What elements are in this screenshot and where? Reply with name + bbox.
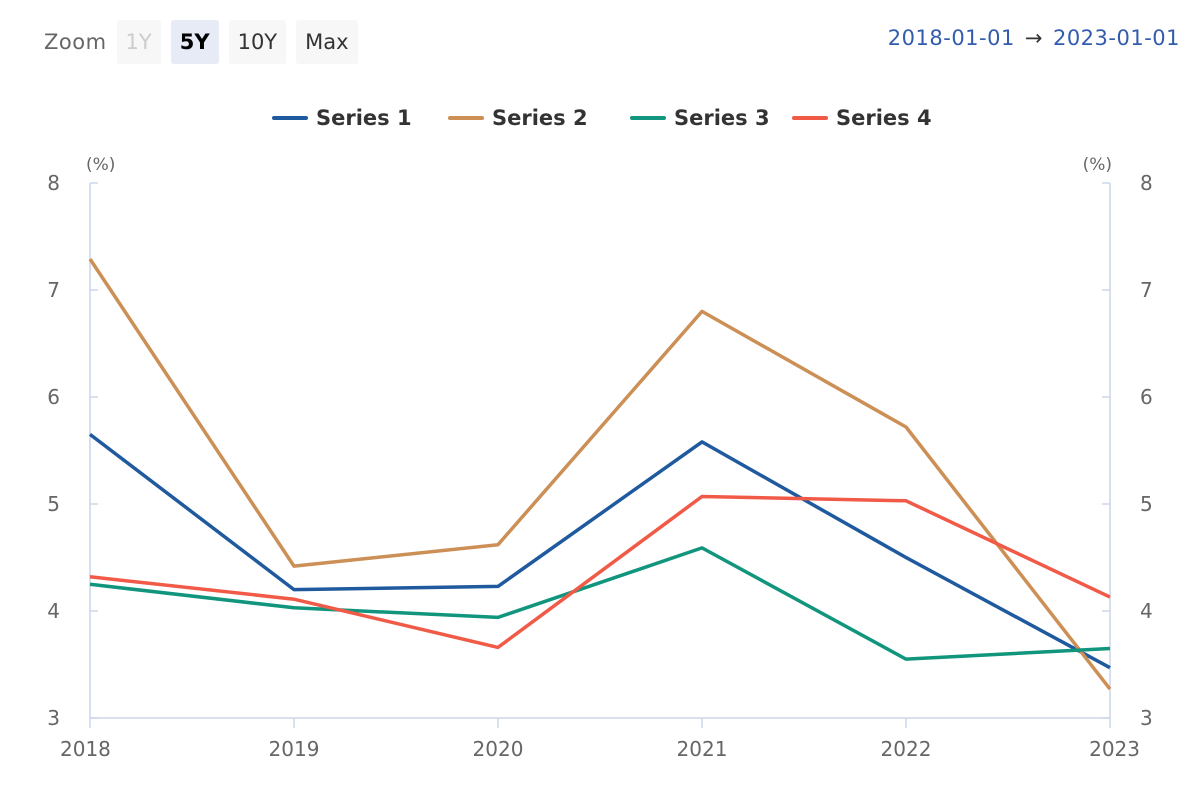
zoom-toolbar: Zoom 1Y 5Y 10Y Max — [44, 20, 358, 64]
zoom-max-button[interactable]: Max — [296, 20, 358, 64]
x-tick-label: 2020 — [473, 737, 524, 761]
y-tick-label-left: 7 — [47, 278, 60, 302]
y-tick-label-right: 3 — [1140, 706, 1153, 730]
y-tick-label-right: 5 — [1140, 492, 1153, 516]
y-tick-label-right: 6 — [1140, 385, 1153, 409]
series-line-1 — [88, 433, 1111, 670]
x-tick-label: 2022 — [881, 737, 932, 761]
series-line-3 — [89, 546, 1111, 661]
range-arrow: → — [1024, 26, 1043, 50]
legend-label: Series 1 — [316, 106, 412, 130]
y-tick-label-right: 7 — [1140, 278, 1153, 302]
y-tick-label-left: 8 — [47, 171, 60, 195]
x-tick-label: 2019 — [269, 737, 320, 761]
zoom-10y-button[interactable]: 10Y — [228, 20, 287, 64]
y-unit-left: (%) — [86, 155, 115, 175]
y-tick-label-left: 6 — [47, 385, 60, 409]
range-from[interactable]: 2018-01-01 — [887, 26, 1015, 50]
legend-item-series-3[interactable]: Series 3 — [630, 106, 770, 130]
y-tick-label-left: 4 — [47, 599, 60, 623]
legend-label: Series 4 — [836, 106, 932, 130]
y-tick-label-right: 4 — [1140, 599, 1153, 623]
y-tick-label-left: 5 — [47, 492, 60, 516]
range-to[interactable]: 2023-01-01 — [1052, 26, 1180, 50]
x-tick-label: 2018 — [60, 737, 111, 761]
y-unit-right: (%) — [1083, 155, 1112, 175]
axes — [89, 182, 1111, 728]
legend-label: Series 3 — [674, 106, 770, 130]
legend-item-series-4[interactable]: Series 4 — [792, 106, 932, 130]
series-line-4 — [89, 494, 1111, 650]
zoom-5y-button[interactable]: 5Y — [170, 20, 219, 64]
legend: Series 1 Series 2 Series 3 Series 4 — [272, 106, 932, 130]
legend-item-series-1[interactable]: Series 1 — [272, 106, 412, 130]
x-tick-label: 2021 — [677, 737, 728, 761]
zoom-1y-button[interactable]: 1Y — [116, 20, 161, 64]
series-line-2 — [88, 258, 1112, 691]
x-tick-label: 2023 — [1089, 737, 1140, 761]
y-tick-label-left: 3 — [47, 706, 60, 730]
y-tick-label-right: 8 — [1140, 171, 1153, 195]
legend-item-series-2[interactable]: Series 2 — [448, 106, 588, 130]
series-lines — [88, 258, 1112, 691]
zoom-label: Zoom — [44, 30, 107, 54]
date-range: 2018-01-01 → 2023-01-01 — [888, 26, 1180, 50]
legend-label: Series 2 — [492, 106, 588, 130]
axis-labels: 3 3 4 4 5 5 6 6 7 7 8 8 (%) (%) 2018 2019 2020 2021 2022 20… — [47, 155, 1152, 761]
